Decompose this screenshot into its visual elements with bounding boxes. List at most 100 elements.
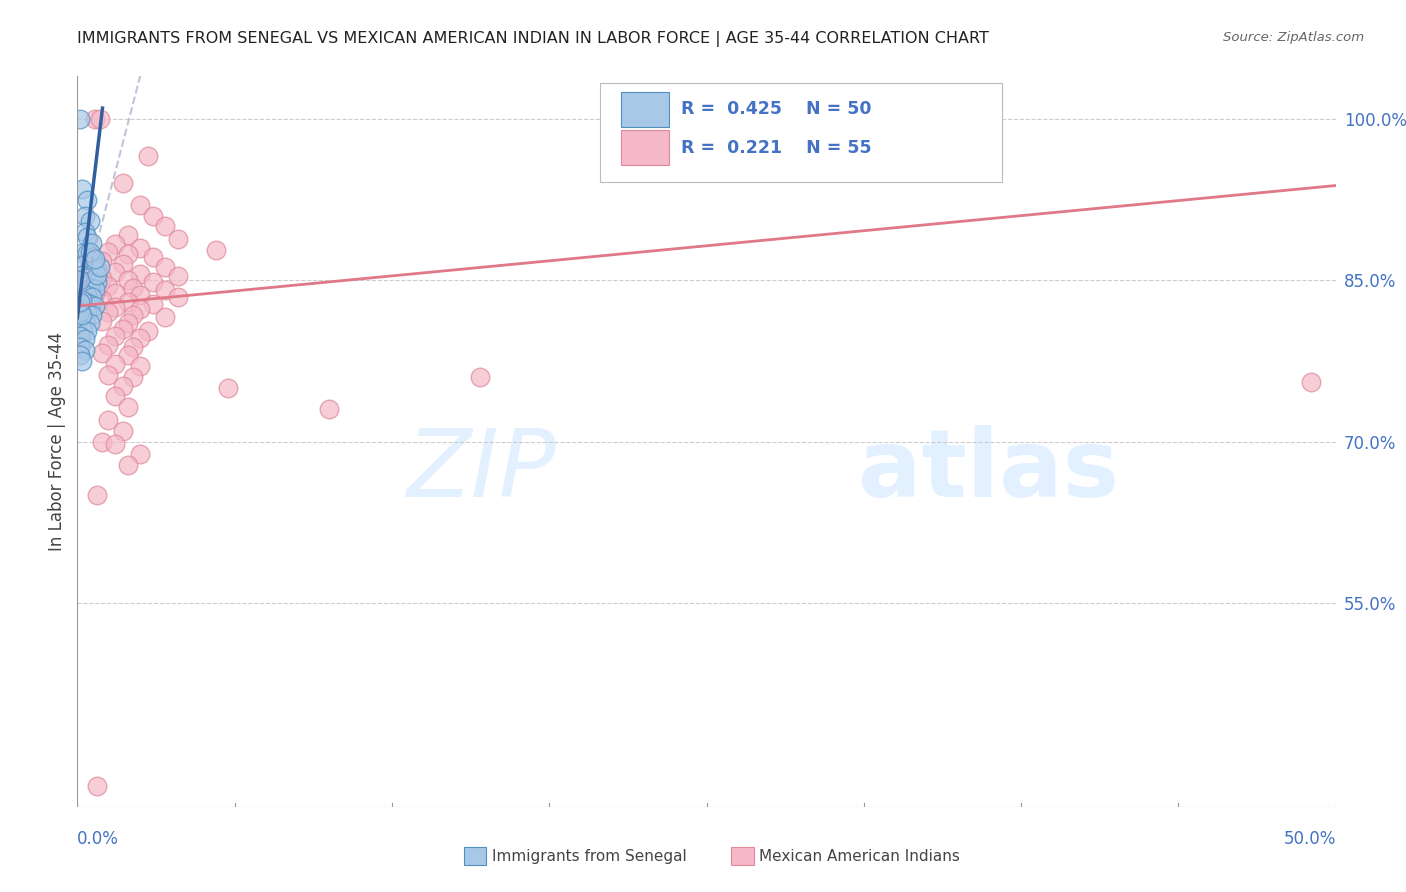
Point: [72, 293, 94, 307]
Point: [69, 305, 91, 319]
Point: [129, 359, 152, 374]
Point: [129, 288, 152, 302]
Point: [318, 402, 340, 417]
Text: 50.0%: 50.0%: [1284, 830, 1336, 847]
Point: [111, 321, 134, 335]
Point: [96, 337, 118, 351]
Bar: [621, 130, 669, 165]
Point: [69, 349, 91, 363]
Point: [217, 381, 239, 395]
Point: [96, 278, 118, 293]
Point: [72, 286, 94, 301]
FancyBboxPatch shape: [599, 83, 1002, 182]
Point: [117, 349, 139, 363]
Point: [82, 235, 104, 250]
Point: [79, 316, 101, 330]
Point: [69, 310, 91, 325]
Point: [142, 297, 165, 311]
Point: [72, 354, 94, 368]
Point: [69, 329, 91, 343]
Text: Immigrants from Senegal: Immigrants from Senegal: [492, 849, 688, 863]
Point: [104, 300, 127, 314]
Point: [117, 227, 139, 242]
Point: [84, 299, 107, 313]
Point: [121, 340, 143, 354]
Point: [155, 260, 177, 275]
Point: [104, 357, 127, 371]
Point: [79, 281, 101, 295]
Text: ZIP: ZIP: [406, 425, 555, 516]
Point: [104, 236, 127, 251]
Point: [79, 297, 101, 311]
Point: [111, 177, 134, 191]
Point: [72, 303, 94, 318]
Point: [79, 245, 101, 260]
Point: [86, 779, 108, 793]
Point: [72, 182, 94, 196]
Point: [142, 250, 165, 264]
Point: [84, 112, 107, 126]
Point: [91, 314, 114, 328]
Point: [129, 302, 152, 317]
Point: [91, 271, 114, 285]
Point: [84, 286, 107, 301]
Point: [155, 283, 177, 297]
Point: [73, 257, 96, 271]
Point: [91, 293, 114, 307]
Point: [82, 273, 104, 287]
Point: [69, 273, 91, 287]
Point: [96, 305, 118, 319]
Point: [129, 447, 152, 461]
Point: [72, 308, 94, 322]
Text: atlas: atlas: [858, 425, 1119, 516]
Point: [1299, 376, 1322, 390]
Point: [104, 264, 127, 278]
Point: [73, 343, 96, 358]
Point: [76, 305, 98, 319]
Point: [104, 286, 127, 301]
Text: 0.0%: 0.0%: [77, 830, 120, 847]
Point: [104, 436, 127, 450]
Point: [121, 370, 143, 384]
Point: [121, 281, 143, 295]
Point: [76, 324, 98, 338]
Point: [69, 340, 91, 354]
Point: [91, 253, 114, 268]
Point: [846, 112, 869, 126]
Point: [86, 488, 108, 502]
Point: [72, 321, 94, 335]
Point: [117, 294, 139, 309]
Point: [96, 245, 118, 260]
Point: [91, 346, 114, 360]
Text: Mexican American Indians: Mexican American Indians: [759, 849, 960, 863]
Point: [142, 209, 165, 223]
Point: [129, 241, 152, 255]
Point: [167, 268, 190, 283]
Point: [73, 294, 96, 309]
Point: [73, 332, 96, 346]
Point: [76, 271, 98, 285]
Point: [89, 260, 111, 275]
Point: [167, 290, 190, 304]
Point: [136, 324, 159, 338]
Point: [468, 370, 491, 384]
Point: [82, 250, 104, 264]
Point: [86, 276, 108, 290]
Point: [117, 316, 139, 330]
Point: [89, 112, 111, 126]
Point: [111, 378, 134, 392]
Point: [73, 278, 96, 293]
Point: [620, 112, 643, 126]
Point: [155, 310, 177, 324]
Point: [111, 424, 134, 438]
Point: [142, 276, 165, 290]
Point: [76, 193, 98, 207]
Point: [76, 246, 98, 260]
Text: IMMIGRANTS FROM SENEGAL VS MEXICAN AMERICAN INDIAN IN LABOR FORCE | AGE 35-44 CO: IMMIGRANTS FROM SENEGAL VS MEXICAN AMERI…: [77, 31, 990, 47]
Point: [82, 290, 104, 304]
Point: [69, 294, 91, 309]
Point: [111, 257, 134, 271]
Bar: [621, 92, 669, 127]
Point: [84, 262, 107, 277]
Point: [91, 434, 114, 449]
